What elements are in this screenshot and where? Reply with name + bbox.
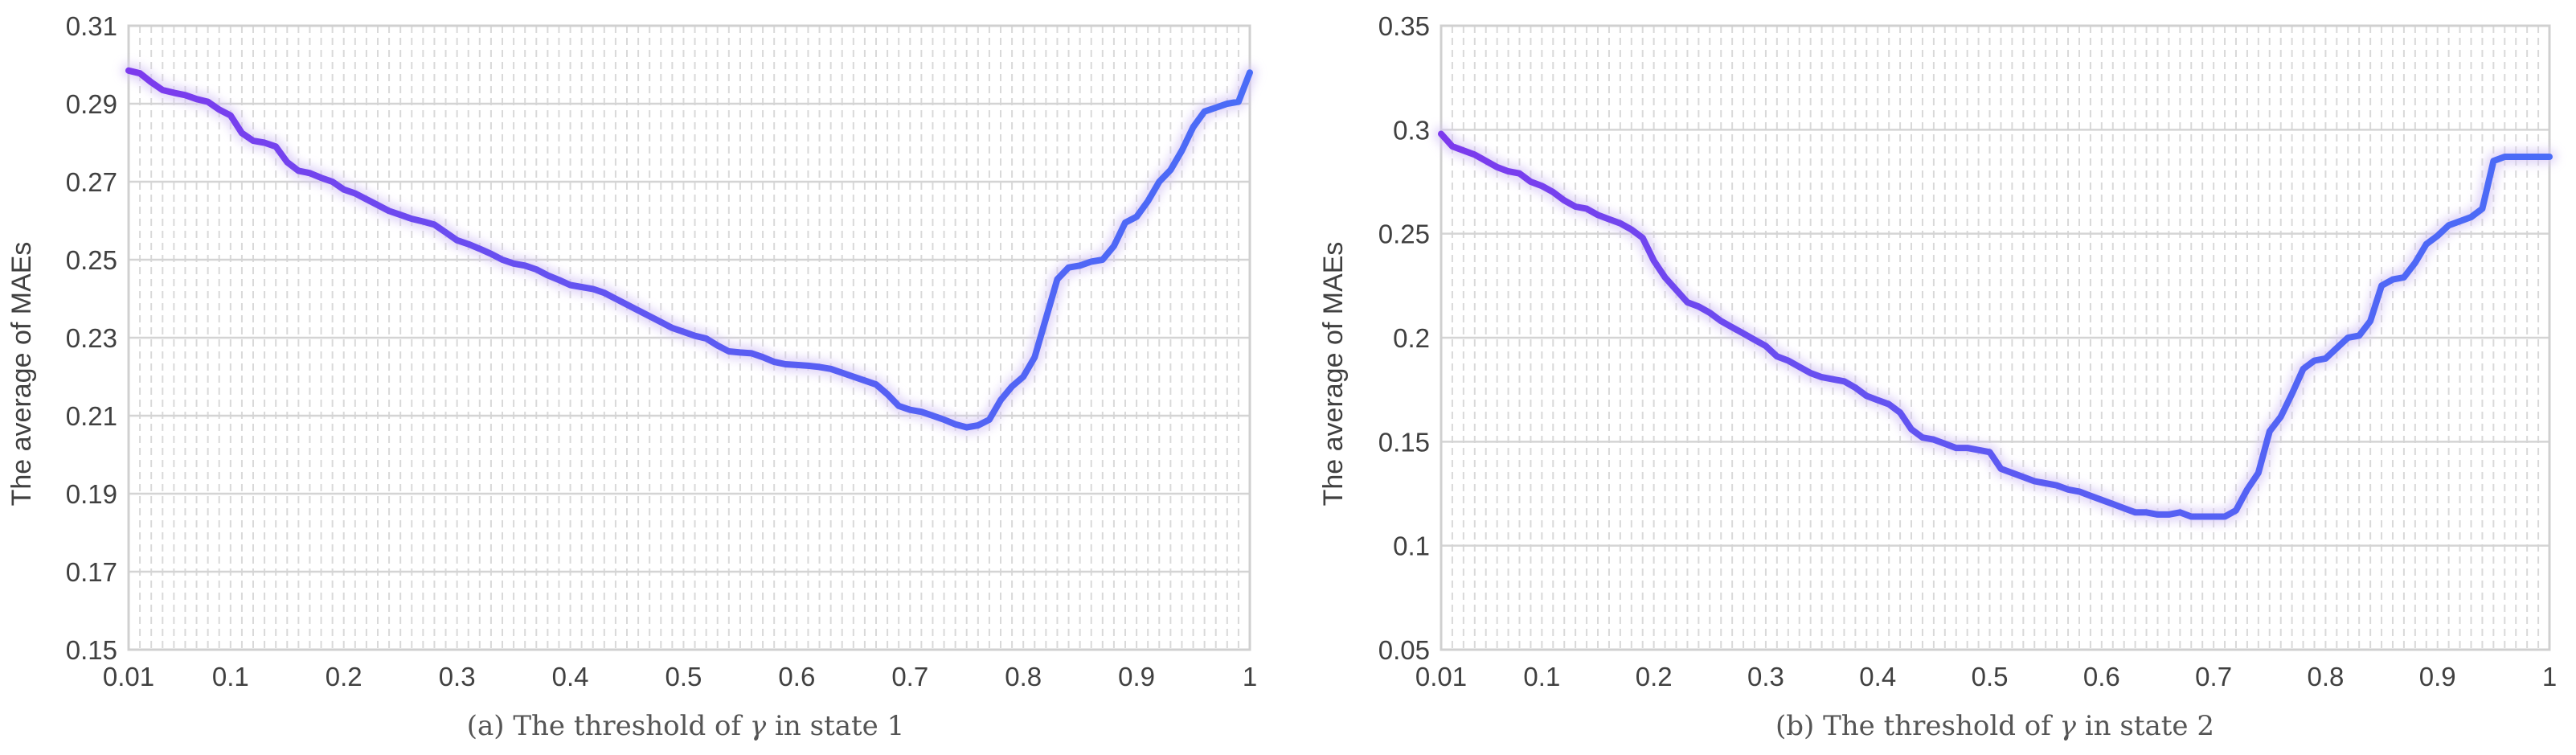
caption-prefix-b: (b) The threshold of: [1775, 710, 2060, 742]
x-tick-label-a: 0.6: [778, 662, 815, 691]
y-tick-label-b: 0.25: [1378, 220, 1430, 249]
x-tick-label-b: 0.3: [1747, 662, 1784, 691]
x-tick-label-b: 0.7: [2195, 662, 2232, 691]
x-tick-label-a: 0.1: [212, 662, 249, 691]
y-ticks-b: 0.05 0.1 0.15 0.2 0.25 0.3 0.35: [1378, 11, 1430, 665]
y-tick-label-a: 0.21: [66, 401, 117, 431]
plot-frame-a: [127, 24, 1251, 651]
x-tick-label-a: 0.7: [891, 662, 928, 691]
x-ticks-a: 0.01 0.1 0.2 0.3 0.4 0.5 0.6 0.7 0.8 0.9 1: [103, 662, 1257, 691]
x-tick-label-b: 0.4: [1859, 662, 1896, 691]
x-tick-label-b: 0.8: [2307, 662, 2344, 691]
x-tick-label-a: 0.2: [326, 662, 362, 691]
caption-prefix-a: (a) The threshold of: [467, 710, 750, 742]
grid-b: [1440, 24, 2551, 651]
gamma-symbol-b: γ: [2060, 710, 2077, 742]
x-tick-label-a: 0.4: [552, 662, 589, 691]
y-tick-label-a: 0.17: [66, 557, 117, 587]
series-line-b: [1438, 130, 2553, 520]
x-tick-label-b: 0.01: [1415, 662, 1467, 691]
x-tick-label-b: 1: [2542, 662, 2557, 691]
lines-a: [121, 63, 1257, 435]
y-tick-label-b: 0.15: [1378, 427, 1430, 457]
x-tick-label-b: 0.2: [1636, 662, 1673, 691]
x-axis-caption-a: (a) The threshold of γ in state 1: [467, 710, 905, 742]
x-tick-label-b: 0.9: [2419, 662, 2456, 691]
x-ticks-b: 0.01 0.1 0.2 0.3 0.4 0.5 0.6 0.7 0.8 0.9 1: [1415, 662, 2557, 691]
y-tick-label-b: 0.3: [1393, 115, 1430, 145]
x-tick-label-a: 0.5: [666, 662, 702, 691]
x-tick-label-a: 0.3: [439, 662, 476, 691]
chart-panel-a: 0.150.170.190.210.230.250.270.290.31 0.0…: [6, 11, 1257, 742]
x-tick-label-a: 0.9: [1118, 662, 1155, 691]
y-axis-label-b: The average of MAEs: [1318, 242, 1349, 507]
plot-frame-b: [1440, 24, 2551, 651]
y-ticks-a: 0.15 0.17 0.19 0.21 0.23 0.25 0.27 0.29 0.31: [66, 11, 117, 665]
x-tick-label-b: 0.5: [1972, 662, 2009, 691]
x-tick-label-a: 0.8: [1005, 662, 1042, 691]
caption-suffix-a: in state 1: [766, 710, 904, 742]
y-tick-label-b: 0.35: [1378, 11, 1430, 41]
y-tick-label-b: 0.05: [1378, 635, 1430, 665]
y-tick-label-a: 0.25: [66, 245, 117, 275]
y-tick-label-a: 0.29: [66, 89, 117, 119]
series-line-a: [125, 67, 1253, 431]
y-tick-label-a: 0.23: [66, 323, 117, 353]
y-tick-label-b: 0.1: [1393, 531, 1430, 561]
gamma-symbol-a: γ: [750, 710, 767, 742]
series-glow-a: [121, 63, 1257, 435]
x-axis-caption-b: (b) The threshold of γ in state 2: [1775, 710, 2214, 742]
x-tick-label-a: 1: [1243, 662, 1257, 691]
y-tick-label-a: 0.15: [66, 635, 117, 665]
chart-panel-b: 0.050.10.150.20.250.30.35 0.01 0.1 0.2 0.3 0…: [1318, 11, 2557, 742]
caption-suffix-b: in state 2: [2076, 710, 2214, 742]
y-axis-label-a: The average of MAEs: [6, 242, 37, 507]
x-tick-label-b: 0.1: [1523, 662, 1560, 691]
x-tick-label-b: 0.6: [2083, 662, 2120, 691]
y-tick-label-a: 0.31: [66, 11, 117, 41]
y-tick-label-b: 0.2: [1393, 323, 1430, 353]
x-tick-label-a: 0.01: [103, 662, 154, 691]
y-tick-label-a: 0.19: [66, 479, 117, 509]
y-tick-label-a: 0.27: [66, 167, 117, 197]
lines-b: [1434, 126, 2557, 524]
